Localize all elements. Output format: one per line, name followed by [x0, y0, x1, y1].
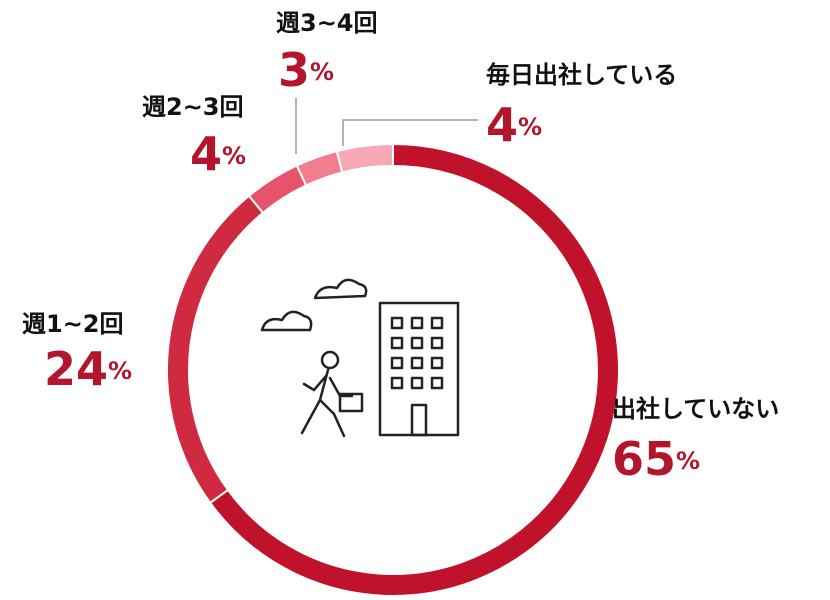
- leader-lines: [295, 98, 478, 154]
- donut-segment: [166, 194, 265, 505]
- cloud: [313, 278, 368, 300]
- category-label: 出社していない: [612, 395, 779, 423]
- person-body: [300, 368, 354, 438]
- category-label: 週1~2回: [22, 310, 124, 338]
- donut-segment: [247, 164, 308, 215]
- briefcase: [338, 392, 364, 413]
- leader-line: [342, 119, 478, 146]
- commute-icon: [260, 278, 460, 438]
- person-head: [320, 350, 340, 370]
- category-label: 毎日出社している: [486, 61, 677, 89]
- value-label: 4%: [486, 98, 542, 152]
- category-label: 週3~4回: [276, 9, 378, 37]
- cloud: [260, 310, 313, 332]
- windows: [390, 316, 444, 437]
- value-label: 24%: [44, 342, 132, 396]
- donut-segment: [208, 142, 620, 597]
- value-label: 4%: [190, 127, 246, 181]
- value-label: 3%: [278, 43, 334, 97]
- value-label: 65%: [612, 432, 700, 486]
- donut-segment: [295, 149, 344, 187]
- category-label: 週2~3回: [142, 93, 244, 121]
- donut-segment: [335, 142, 394, 174]
